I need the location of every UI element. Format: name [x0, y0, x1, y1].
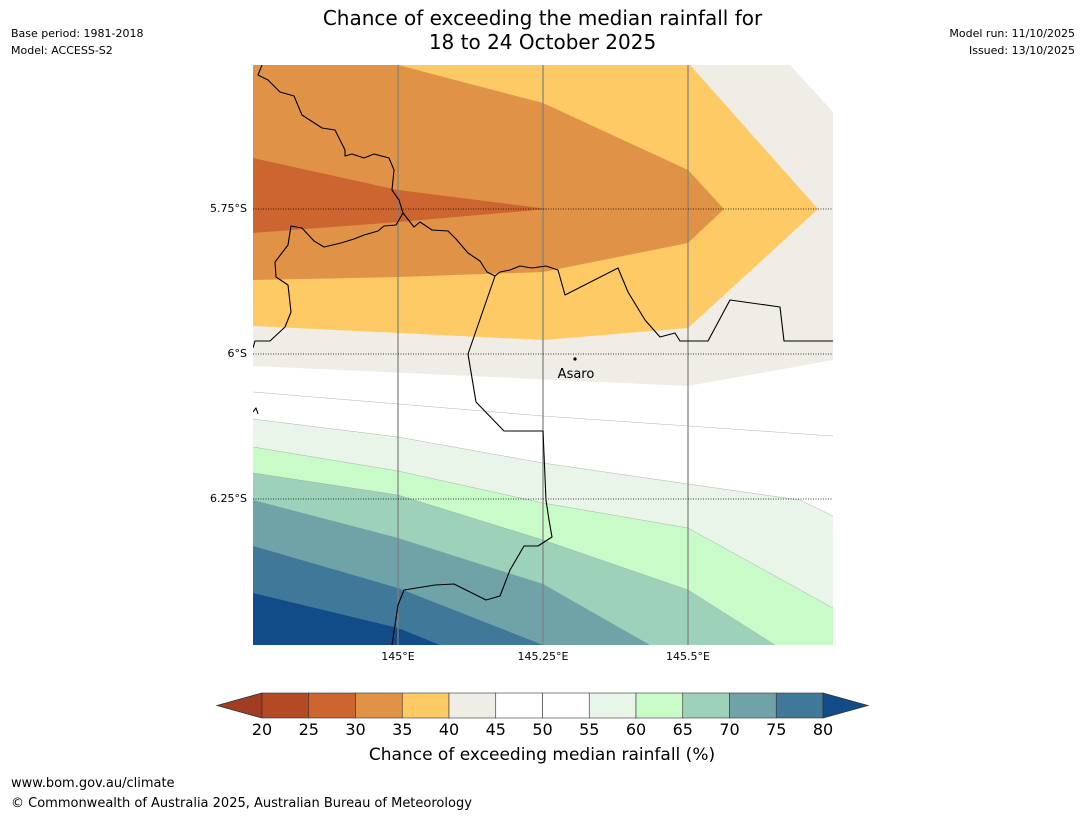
- lat-label-6: 6°S: [227, 347, 247, 360]
- colorbar-segment-75-80: [775, 692, 824, 719]
- longitude-gridlines: [397, 65, 689, 645]
- colorbar-tick-55: 55: [579, 720, 600, 739]
- lat-label-6-25: 6.25°S: [210, 492, 247, 505]
- model-run-text: Model run: 11/10/2025: [949, 27, 1075, 40]
- colorbar-tick-25: 25: [298, 720, 319, 739]
- band-25-30: [253, 158, 548, 233]
- colorbar-tick-60: 60: [625, 720, 647, 739]
- colorbar-arrow-low: [215, 692, 263, 719]
- colorbar-segment-45-50: [495, 692, 543, 719]
- colorbar-tick-65: 65: [672, 720, 693, 739]
- footer: www.bom.gov.au/climate © Commonwealth of…: [11, 774, 472, 814]
- colorbar-tick-35: 35: [392, 720, 413, 739]
- colorbar-segment-40-45: [448, 692, 497, 719]
- footer-copyright: © Commonwealth of Australia 2025, Austra…: [11, 796, 472, 811]
- colorbar-tick-75: 75: [766, 720, 787, 739]
- colorbar-segment-60-65: [635, 692, 684, 719]
- colorbar-tick-45: 45: [485, 720, 506, 739]
- map-field: Asaro: [253, 65, 833, 645]
- title-line-1: Chance of exceeding the median rainfall …: [322, 6, 763, 30]
- lon-label-145-25: 145.25°E: [517, 650, 569, 663]
- colorbar-title: Chance of exceeding median rainfall (%): [368, 745, 716, 765]
- page-title: Chance of exceeding the median rainfall …: [0, 6, 1085, 54]
- title-line-2: 18 to 24 October 2025: [428, 30, 657, 54]
- band-above-80: [253, 593, 440, 645]
- footer-url[interactable]: www.bom.gov.au/climate: [11, 776, 175, 791]
- lat-label-5-75: 5.75°S: [210, 202, 247, 215]
- asaro-label: Asaro: [558, 367, 595, 382]
- province-boundaries: [253, 65, 833, 645]
- issued-text: Issued: 13/10/2025: [968, 44, 1075, 57]
- colorbar-segment-55-60: [588, 692, 637, 719]
- colorbar-segment-20-25: [261, 692, 310, 719]
- colorbar-tick-50: 50: [532, 720, 553, 739]
- latitude-gridlines: [253, 208, 833, 500]
- colorbar-segment-30-35: [355, 692, 403, 719]
- colorbar-tick-80: 80: [812, 720, 834, 739]
- colorbar-segments: [215, 692, 870, 719]
- colorbar-tick-20: 20: [251, 720, 273, 739]
- colorbar-arrow-high: [822, 692, 870, 719]
- colorbar-tick-40: 40: [438, 720, 460, 739]
- header-left: Base period: 1981-2018 Model: ACCESS-S2: [11, 25, 143, 59]
- colorbar-segment-65-70: [682, 692, 730, 719]
- model-text: Model: ACCESS-S2: [11, 44, 113, 57]
- colorbar-tick-30: 30: [345, 720, 366, 739]
- colorbar-segment-25-30: [308, 692, 356, 719]
- colorbar-tick-70: 70: [719, 720, 740, 739]
- lon-label-145: 145°E: [381, 650, 415, 663]
- colorbar-segment-70-75: [729, 692, 777, 719]
- lon-label-145-5: 145.5°E: [666, 650, 710, 663]
- header-right: Model run: 11/10/2025 Issued: 13/10/2025: [949, 25, 1075, 59]
- base-period-text: Base period: 1981-2018: [11, 27, 144, 40]
- colorbar-segment-35-40: [401, 692, 450, 719]
- asaro-marker: [573, 357, 577, 361]
- colorbar-segment-50-55: [542, 692, 590, 719]
- band-30-35: [253, 65, 724, 280]
